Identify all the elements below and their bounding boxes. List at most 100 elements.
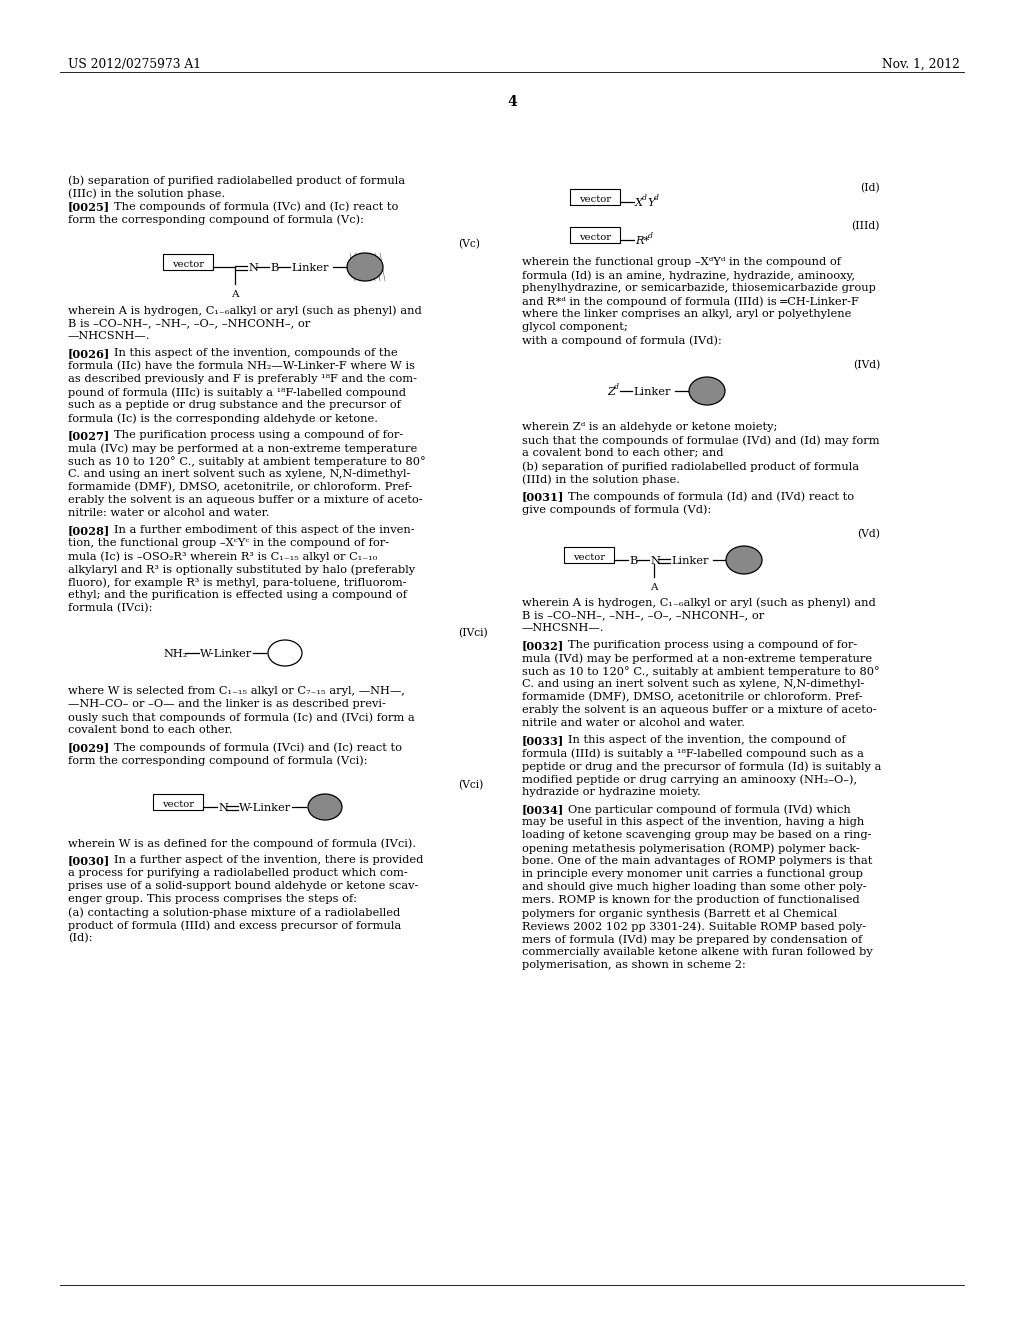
- Text: NH₂: NH₂: [163, 649, 187, 659]
- Text: a covalent bond to each other; and: a covalent bond to each other; and: [522, 447, 724, 458]
- Text: loading of ketone scavenging group may be based on a ring-: loading of ketone scavenging group may b…: [522, 830, 871, 840]
- Text: commercially available ketone alkene with furan followed by: commercially available ketone alkene wit…: [522, 946, 872, 957]
- Text: vector: vector: [172, 260, 204, 269]
- Text: wherein A is hydrogen, C₁₋₆alkyl or aryl (such as phenyl) and: wherein A is hydrogen, C₁₋₆alkyl or aryl…: [68, 305, 422, 315]
- Text: [0034]: [0034]: [522, 804, 564, 814]
- Text: and should give much higher loading than some other poly-: and should give much higher loading than…: [522, 882, 866, 892]
- Text: (IIId): (IIId): [852, 220, 880, 231]
- Text: [0029]: [0029]: [68, 742, 111, 752]
- Text: In a further embodiment of this aspect of the inven-: In a further embodiment of this aspect o…: [114, 525, 415, 535]
- Text: pound of formula (IIIc) is suitably a ¹⁸F-labelled compound: pound of formula (IIIc) is suitably a ¹⁸…: [68, 387, 406, 397]
- Text: bone. One of the main advantages of ROMP polymers is that: bone. One of the main advantages of ROMP…: [522, 855, 872, 866]
- Text: (b) separation of purified radiolabelled product of formula: (b) separation of purified radiolabelled…: [522, 461, 859, 471]
- Text: polymers for organic synthesis (Barrett et al Chemical: polymers for organic synthesis (Barrett …: [522, 908, 838, 919]
- Text: ously such that compounds of formula (Ic) and (IVci) form a: ously such that compounds of formula (Ic…: [68, 711, 415, 722]
- Text: (Id): (Id): [860, 183, 880, 193]
- Text: B: B: [270, 263, 279, 273]
- FancyBboxPatch shape: [570, 227, 620, 243]
- Text: in principle every monomer unit carries a functional group: in principle every monomer unit carries …: [522, 869, 863, 879]
- Text: ethyl; and the purification is effected using a compound of: ethyl; and the purification is effected …: [68, 590, 407, 601]
- Ellipse shape: [726, 546, 762, 574]
- Text: covalent bond to each other.: covalent bond to each other.: [68, 725, 232, 735]
- Text: Linker: Linker: [633, 387, 671, 397]
- Text: [0026]: [0026]: [68, 348, 111, 359]
- Text: —NH–CO– or –O— and the linker is as described previ-: —NH–CO– or –O— and the linker is as desc…: [68, 700, 386, 709]
- Text: such as 10 to 120° C., suitably at ambient temperature to 80°: such as 10 to 120° C., suitably at ambie…: [522, 667, 880, 677]
- Text: mers. ROMP is known for the production of functionalised: mers. ROMP is known for the production o…: [522, 895, 859, 906]
- Text: mula (IVd) may be performed at a non-extreme temperature: mula (IVd) may be performed at a non-ext…: [522, 653, 872, 664]
- Text: N: N: [248, 263, 258, 273]
- Text: C. and using an inert solvent such as xylene, N,N-dimethyl-: C. and using an inert solvent such as xy…: [68, 469, 411, 479]
- Text: [0025]: [0025]: [68, 201, 111, 213]
- Text: B is –CO–NH–, –NH–, –O–, –NHCONH–, or: B is –CO–NH–, –NH–, –O–, –NHCONH–, or: [522, 610, 764, 620]
- FancyBboxPatch shape: [153, 795, 203, 810]
- Text: formula (IIId) is suitably a ¹⁸F-labelled compound such as a: formula (IIId) is suitably a ¹⁸F-labelle…: [522, 748, 864, 759]
- Text: A: A: [231, 290, 239, 300]
- Text: and R*ᵈ in the compound of formula (IIId) is ═CH-Linker-F: and R*ᵈ in the compound of formula (IIId…: [522, 296, 859, 306]
- Text: formula (Id) is an amine, hydrazine, hydrazide, aminooxy,: formula (Id) is an amine, hydrazine, hyd…: [522, 271, 855, 281]
- Text: enger group. This process comprises the steps of:: enger group. This process comprises the …: [68, 894, 357, 904]
- Text: such as 10 to 120° C., suitably at ambient temperature to 80°: such as 10 to 120° C., suitably at ambie…: [68, 455, 426, 467]
- Text: fluoro), for example R³ is methyl, para-toluene, trifluorom-: fluoro), for example R³ is methyl, para-…: [68, 577, 407, 587]
- Text: wherein A is hydrogen, C₁₋₆alkyl or aryl (such as phenyl) and: wherein A is hydrogen, C₁₋₆alkyl or aryl…: [522, 597, 876, 607]
- Text: Nov. 1, 2012: Nov. 1, 2012: [882, 58, 961, 71]
- Text: d: d: [654, 194, 658, 202]
- Text: vector: vector: [579, 234, 611, 242]
- FancyBboxPatch shape: [163, 253, 213, 271]
- Text: C. and using an inert solvent such as xylene, N,N-dimethyl-: C. and using an inert solvent such as xy…: [522, 678, 864, 689]
- Text: form the corresponding compound of formula (Vc):: form the corresponding compound of formu…: [68, 214, 364, 224]
- Text: (a) contacting a solution-phase mixture of a radiolabelled: (a) contacting a solution-phase mixture …: [68, 907, 400, 917]
- Text: Linker: Linker: [291, 263, 329, 273]
- Text: A: A: [650, 583, 657, 591]
- Text: N: N: [650, 556, 659, 566]
- Text: Reviews 2002 102 pp 3301-24). Suitable ROMP based poly-: Reviews 2002 102 pp 3301-24). Suitable R…: [522, 921, 866, 932]
- Text: In a further aspect of the invention, there is provided: In a further aspect of the invention, th…: [114, 855, 423, 865]
- Text: (Vci): (Vci): [458, 780, 483, 791]
- Text: (IIId) in the solution phase.: (IIId) in the solution phase.: [522, 474, 680, 484]
- Text: d: d: [642, 194, 647, 202]
- Text: The compounds of formula (IVci) and (Ic) react to: The compounds of formula (IVci) and (Ic)…: [114, 742, 402, 752]
- Ellipse shape: [347, 253, 383, 281]
- Text: X: X: [635, 198, 643, 209]
- Text: SP: SP: [738, 560, 751, 569]
- Text: formula (IIc) have the formula NH₂—W-Linker-F where W is: formula (IIc) have the formula NH₂—W-Lin…: [68, 360, 415, 371]
- Text: peptide or drug and the precursor of formula (Id) is suitably a: peptide or drug and the precursor of for…: [522, 762, 882, 772]
- Text: vector: vector: [579, 195, 611, 205]
- Text: formula (Ic) is the corresponding aldehyde or ketone.: formula (Ic) is the corresponding aldehy…: [68, 413, 378, 424]
- Text: such that the compounds of formulae (IVd) and (Id) may form: such that the compounds of formulae (IVd…: [522, 436, 880, 446]
- Text: d: d: [614, 383, 618, 391]
- Text: [0031]: [0031]: [522, 491, 564, 502]
- Text: where the linker comprises an alkyl, aryl or polyethylene: where the linker comprises an alkyl, ary…: [522, 309, 851, 319]
- Text: such as a peptide or drug substance and the precursor of: such as a peptide or drug substance and …: [68, 400, 400, 411]
- Text: polymerisation, as shown in scheme 2:: polymerisation, as shown in scheme 2:: [522, 960, 745, 970]
- Text: Y: Y: [647, 198, 654, 209]
- Text: (Vc): (Vc): [458, 239, 480, 249]
- Text: hydrazide or hydrazine moiety.: hydrazide or hydrazine moiety.: [522, 787, 700, 797]
- Text: [0032]: [0032]: [522, 640, 564, 651]
- FancyBboxPatch shape: [564, 546, 614, 564]
- Text: Z: Z: [607, 387, 614, 397]
- Text: (IVd): (IVd): [853, 360, 880, 371]
- Text: formula (IVci):: formula (IVci):: [68, 603, 153, 614]
- Text: give compounds of formula (Vd):: give compounds of formula (Vd):: [522, 504, 712, 515]
- Text: vector: vector: [573, 553, 605, 562]
- Text: nitrile: water or alcohol and water.: nitrile: water or alcohol and water.: [68, 508, 269, 517]
- Text: Linker: Linker: [671, 556, 709, 566]
- Text: (Vd): (Vd): [857, 529, 880, 540]
- Text: formamide (DMF), DMSO, acetonitrile, or chloroform. Pref-: formamide (DMF), DMSO, acetonitrile, or …: [68, 482, 413, 492]
- Text: [0027]: [0027]: [68, 430, 111, 441]
- Text: W-Linker: W-Linker: [239, 803, 291, 813]
- Text: phenylhydrazine, or semicarbazide, thiosemicarbazide group: phenylhydrazine, or semicarbazide, thios…: [522, 282, 876, 293]
- Text: modified peptide or drug carrying an aminooxy (NH₂–O–),: modified peptide or drug carrying an ami…: [522, 774, 857, 784]
- Text: erably the solvent is an aqueous buffer or a mixture of aceto-: erably the solvent is an aqueous buffer …: [522, 705, 877, 715]
- Text: tion, the functional group –XᶜYᶜ in the compound of for-: tion, the functional group –XᶜYᶜ in the …: [68, 539, 389, 548]
- Text: prises use of a solid-support bound aldehyde or ketone scav-: prises use of a solid-support bound alde…: [68, 880, 419, 891]
- Text: with a compound of formula (IVd):: with a compound of formula (IVd):: [522, 335, 722, 346]
- Text: where W is selected from C₁₋₁₅ alkyl or C₇₋₁₅ aryl, —NH—,: where W is selected from C₁₋₁₅ alkyl or …: [68, 686, 404, 696]
- Text: SP: SP: [700, 391, 713, 400]
- Text: opening metathesis polymerisation (ROMP) polymer back-: opening metathesis polymerisation (ROMP)…: [522, 843, 860, 854]
- Text: (b) separation of purified radiolabelled product of formula: (b) separation of purified radiolabelled…: [68, 176, 406, 186]
- Text: [0033]: [0033]: [522, 735, 564, 746]
- Text: —NHCSNH—.: —NHCSNH—.: [522, 623, 604, 634]
- Text: (Id):: (Id):: [68, 933, 92, 944]
